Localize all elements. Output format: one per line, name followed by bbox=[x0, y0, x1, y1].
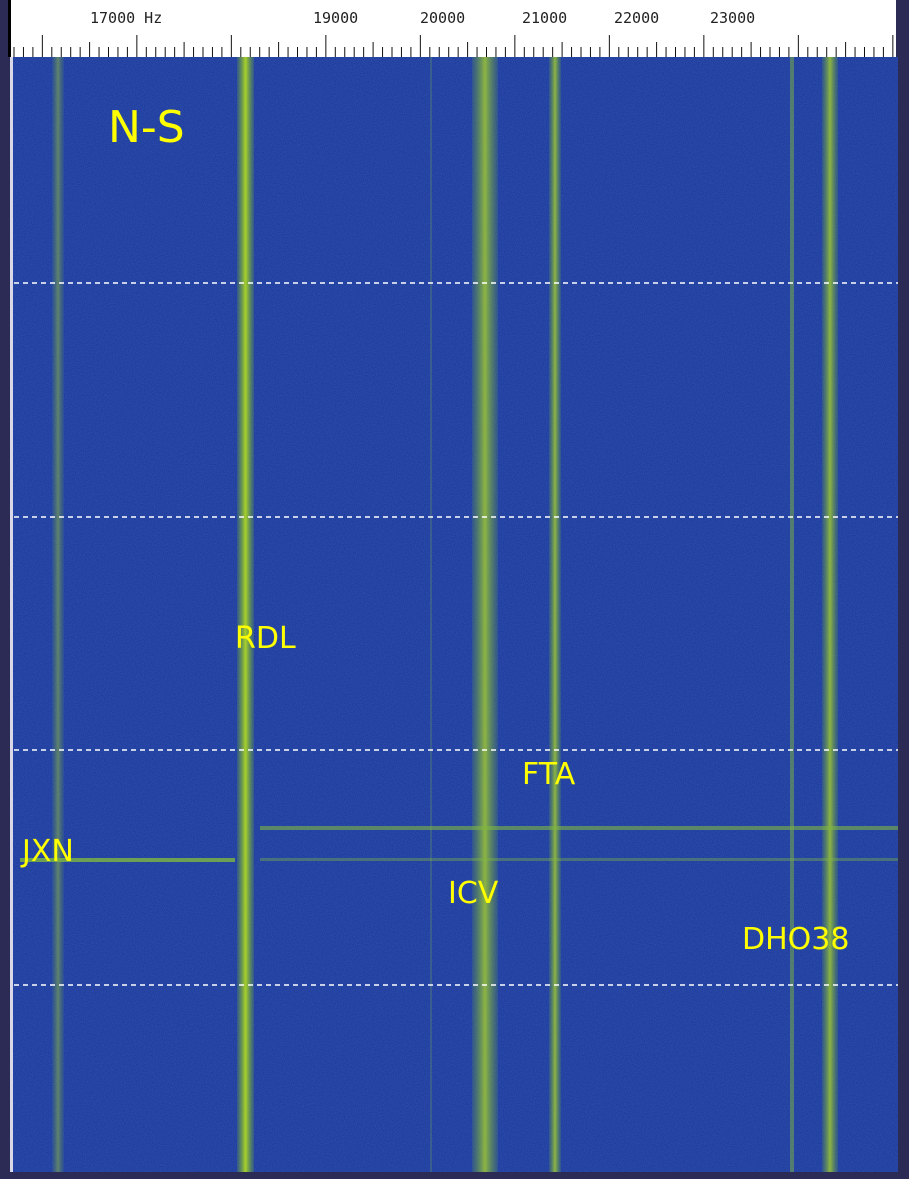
ruler-label: 22000 bbox=[614, 9, 659, 27]
waterfall-noise bbox=[10, 57, 898, 1172]
orientation-label: N-S bbox=[108, 102, 185, 153]
signal-burst bbox=[260, 826, 898, 830]
signal-trace bbox=[237, 57, 254, 1172]
station-label: DHO38 bbox=[742, 922, 849, 957]
signal-trace bbox=[822, 57, 838, 1172]
station-label: ICV bbox=[448, 876, 499, 911]
waterfall-screen: 17000 Hz 19000 20000 21000 22000 23000 N… bbox=[0, 0, 909, 1179]
signal-trace bbox=[790, 57, 794, 1172]
signal-burst bbox=[260, 858, 898, 861]
page: 17000 Hz 19000 20000 21000 22000 23000 N… bbox=[0, 0, 909, 1179]
signal-trace bbox=[549, 57, 561, 1172]
ruler-label: 19000 bbox=[313, 9, 358, 27]
ruler-label: 17000 Hz bbox=[90, 9, 162, 27]
signal-trace bbox=[52, 57, 64, 1172]
left-edge bbox=[10, 57, 13, 1172]
signal-trace bbox=[430, 57, 432, 1172]
ruler-label: 20000 bbox=[420, 9, 465, 27]
ruler-label: 21000 bbox=[522, 9, 567, 27]
signal-trace bbox=[472, 57, 498, 1172]
ruler-label: 23000 bbox=[710, 9, 755, 27]
ruler-edge bbox=[8, 0, 11, 57]
station-label: RDL bbox=[235, 621, 296, 656]
station-label: FTA bbox=[522, 757, 576, 792]
station-label: JXN bbox=[20, 834, 74, 869]
